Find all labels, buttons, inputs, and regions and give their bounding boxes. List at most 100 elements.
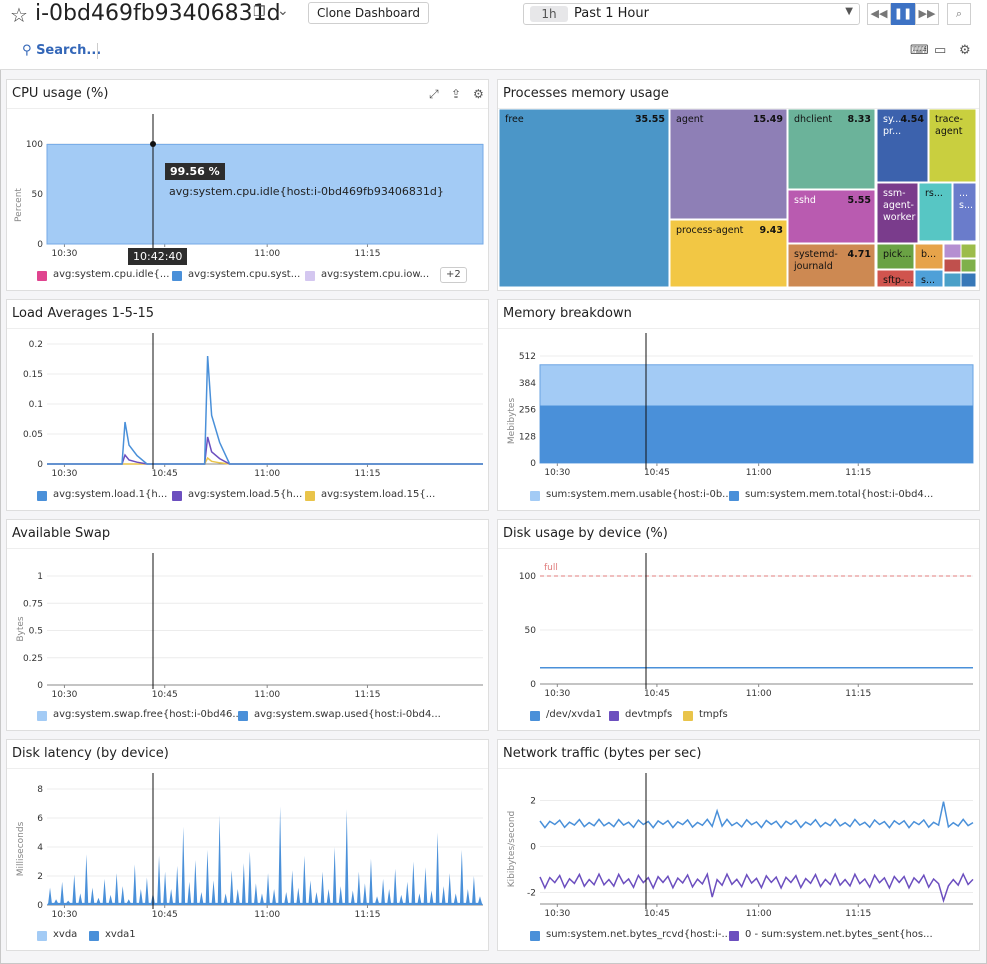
treemap-value: 15.49 [753,114,783,125]
cursor-point [150,141,156,147]
treemap-label: sshd [794,195,816,206]
treemap-label: systemd- [794,249,838,260]
treemap-value: 8.33 [848,114,871,125]
panel-title: Disk usage by device (%) [503,526,668,541]
forward-icon[interactable]: ▶▶ [915,3,939,25]
treemap-label: agent- [883,200,914,211]
y-tick-label: 100 [519,572,536,582]
y-tick-label: 128 [519,432,536,442]
treemap-cell [952,182,977,242]
divider [97,43,98,59]
y-tick-label: 0 [530,843,536,853]
treemap-value: 4.54 [901,114,925,125]
time-range-label: Past 1 Hour [574,6,649,21]
pause-icon[interactable]: ❚❚ [891,3,915,25]
treemap-label: pick... [883,249,911,260]
treemap-cell [943,243,962,259]
star-icon[interactable]: ☆ [10,3,28,27]
x-tick-label: 11:15 [845,689,871,699]
treemap-cell [876,243,915,270]
y-tick-label: 256 [519,406,536,416]
panel-available-swap[interactable]: Available Swap Bytes 0 0.25 0.5 0.75 1 10:30 1… [6,519,489,731]
y-tick-label: 0.2 [29,340,43,350]
y-axis-label: Milliseconds [16,821,26,876]
panel-cpu-usage[interactable]: CPU usage (%) ⤢ ⇪ ⚙ Percent 0 50 100 10:30 1… [6,79,489,291]
dashboard-header: ☆ i-0bd469fb93406831d ❐ ⌄ Clone Dashboar… [0,0,987,70]
y-tick-label: 0 [37,460,43,470]
disk-latency-chart: Milliseconds 0 2 4 6 8 10:30 10:45 11:00 11:15 [16,773,483,920]
search-label: Search... [36,43,102,58]
disk-usage-chart: full 0 50 100 10:30 10:45 11:00 11:15 [519,553,973,699]
chevron-down-icon: ▼ [845,6,853,17]
x-tick-label: 10:30 [51,910,77,920]
x-tick-label: 11:15 [845,468,871,478]
y-tick-label: 0 [530,459,536,469]
load-chart: 0 0.05 0.1 0.15 0.2 10:30 10:45 11:00 11:15 [23,333,483,479]
clone-dashboard-button[interactable]: Clone Dashboard [308,2,429,24]
export-icon[interactable]: ⇪ [451,87,462,101]
y-tick-label: 0 [530,680,536,690]
x-tick-label: 11:15 [354,249,380,259]
treemap-cell [928,109,977,183]
treemap-value: 35.55 [635,114,665,125]
panel-load-averages[interactable]: Load Averages 1-5-15 0 0.05 0.1 0.15 0.2 10:3… [6,299,489,511]
load-line [47,436,483,465]
panel-memory-breakdown[interactable]: Memory breakdown Mebibytes 0 128 256 384 512… [497,299,980,511]
y-tick-label: 0 [37,681,43,691]
bytes-sent-line [539,871,974,904]
panel-network-traffic[interactable]: Network traffic (bytes per sec) Kibibyte… [497,739,980,951]
y-tick-label: 0.1 [29,400,43,410]
full-marker-label: full [544,563,558,573]
x-tick-label: 10:30 [51,469,77,479]
memory-breakdown-chart: Mebibytes 0 128 256 384 512 10:30 10:45 11:00 11… [507,333,974,478]
load-line [47,456,483,465]
cursor-time: 10:42:40 [128,248,188,265]
treemap-label: ssm- [883,188,906,199]
search-button[interactable]: ⚲ Search... [22,43,101,58]
copy-icon[interactable]: ❐ [253,4,266,20]
treemap-cell [943,258,962,273]
treemap-label: worker [883,212,915,223]
tv-mode-icon[interactable]: ▭ [934,43,947,58]
legend-more-button[interactable]: +2 [440,267,467,283]
keyboard-icon[interactable]: ⌨ [910,43,929,58]
panel-processes-memory[interactable]: Processes memory usage free 35.55 agent 15.… [497,79,980,291]
x-tick-label: 11:15 [354,690,380,700]
treemap-label: process-agent [676,225,744,236]
zoom-icon[interactable]: ⌕ [947,3,971,25]
panel-divider [498,548,979,549]
expand-icon[interactable]: ⤢ [429,87,439,101]
treemap-label: sftp-... [883,275,913,286]
panel-title: Processes memory usage [503,86,669,101]
y-tick-label: 8 [37,785,43,795]
panel-disk-latency[interactable]: Disk latency (by device) Milliseconds 0 2… [6,739,489,951]
y-tick-label: 50 [525,626,537,636]
treemap-label: sy... [883,114,901,125]
chevron-down-icon[interactable]: ⌄ [277,3,289,19]
search-icon: ⚲ [22,43,32,58]
x-tick-label: 10:45 [644,689,670,699]
load-line [47,355,483,465]
tooltip-value: 99.56 % [165,163,225,180]
treemap-cell [787,189,876,244]
treemap-label: journald [793,261,833,272]
x-tick-label: 11:15 [845,909,871,919]
y-axis-label: Bytes [16,616,26,642]
rewind-icon[interactable]: ◀◀ [867,3,891,25]
treemap-chart: free 35.55 agent 15.49 process-agent 9.43 dhcl… [498,109,977,288]
gear-icon[interactable]: ⚙ [959,43,971,58]
gear-icon[interactable]: ⚙ [473,87,484,101]
treemap-label: agent [676,114,704,125]
treemap-cell [943,272,962,288]
treemap-label: pr... [883,126,901,137]
treemap-cell [498,109,670,288]
panel-title: CPU usage (%) [12,86,109,101]
panel-title: Disk latency (by device) [12,746,169,761]
x-tick-label: 10:30 [544,909,570,919]
x-tick-label: 11:00 [254,910,280,920]
time-range-select[interactable]: 1h Past 1 Hour ▼ [523,3,860,25]
panel-disk-usage[interactable]: Disk usage by device (%) full 0 50 100 10:3… [497,519,980,731]
treemap-cell [787,243,876,288]
x-tick-label: 11:00 [254,249,280,259]
